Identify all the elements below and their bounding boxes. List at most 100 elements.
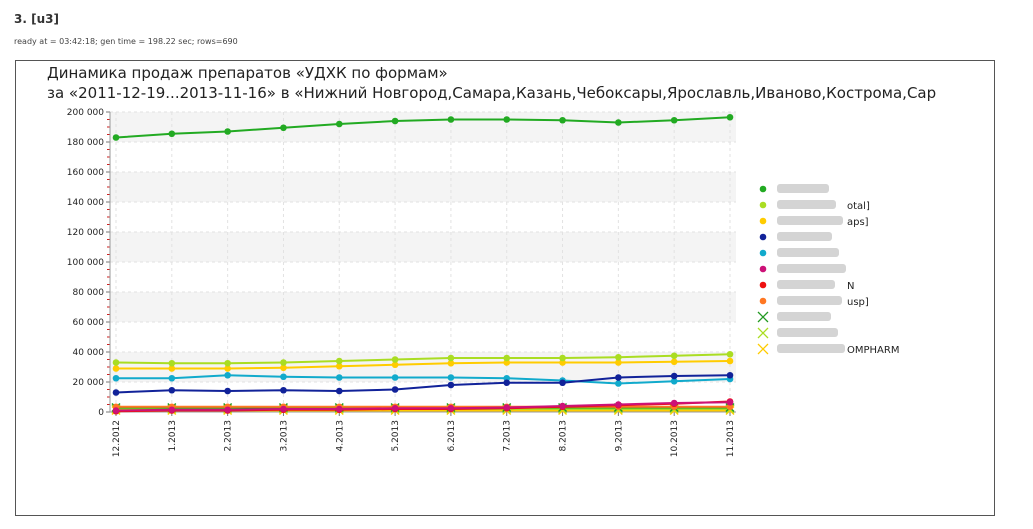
legend-marker [759, 217, 767, 225]
data-point [726, 350, 734, 358]
y-tick-label: 200 000 [67, 108, 104, 118]
x-tick-label: 12.2012 [112, 420, 122, 457]
x-tick-label: 7.2013 [503, 420, 513, 452]
x-tick-label: 4.2013 [335, 420, 345, 452]
y-tick-label: 0 [98, 408, 104, 418]
x-tick-label: 9.2013 [614, 420, 624, 452]
report-status: ready at = 03:42:18; gen time = 198.22 s… [14, 37, 238, 46]
series [112, 113, 734, 141]
x-tick-label: 6.2013 [447, 420, 457, 452]
data-point [224, 371, 231, 379]
plot-grid [110, 111, 736, 413]
data-point [670, 377, 678, 385]
legend-marker [759, 249, 767, 257]
data-point [168, 406, 176, 414]
data-point [670, 399, 678, 407]
series [112, 350, 734, 367]
legend-label-redacted [777, 328, 838, 337]
legend-label-redacted [777, 296, 842, 305]
y-tick-label: 80 000 [73, 288, 105, 298]
legend-label: otal] [847, 201, 870, 212]
legend-label-redacted [777, 264, 846, 273]
data-point [447, 116, 455, 123]
data-point [280, 373, 287, 381]
series-line [116, 360, 731, 370]
legend-marker [757, 327, 769, 339]
x-tick-label: 8.2013 [559, 420, 569, 452]
data-point [280, 124, 287, 132]
legend-label-redacted [777, 184, 829, 193]
plot-band [110, 112, 736, 142]
data-point [112, 374, 120, 382]
data-point [335, 362, 343, 370]
data-point [559, 379, 566, 387]
y-tick-label: 60 000 [73, 318, 105, 328]
y-tick-label: 140 000 [67, 198, 104, 208]
data-point [224, 128, 231, 135]
data-point [615, 380, 622, 387]
data-point [391, 404, 399, 412]
series-line [115, 374, 731, 394]
chart-panel: Динамика продаж препаратов «УДХК по форм… [15, 60, 995, 516]
y-tick-label: 180 000 [67, 138, 104, 148]
series [112, 371, 734, 396]
data-point [335, 357, 343, 365]
legend-label-redacted [777, 280, 835, 289]
series-line [115, 401, 731, 412]
plot-band [110, 232, 736, 262]
data-point [168, 130, 176, 138]
legend-label-redacted [777, 312, 831, 321]
data-point [447, 404, 455, 412]
data-point [503, 354, 511, 362]
data-point [391, 374, 399, 381]
y-tick-label: 40 000 [73, 348, 105, 358]
y-tick-label: 160 000 [67, 168, 104, 178]
data-point [280, 386, 287, 394]
plot-axes: 0 20 000 40 000 60 000 80 000 100 000 120 000 1… [67, 108, 736, 457]
data-point [615, 119, 622, 126]
x-tick-label: 2.2013 [224, 420, 234, 452]
legend-label: usp] [847, 297, 869, 308]
x-tick-label: 3.2013 [279, 420, 289, 452]
data-point [615, 359, 622, 366]
data-point [391, 361, 399, 369]
data-point [112, 407, 120, 414]
legend-marker [759, 281, 767, 289]
y-tick-label: 100 000 [67, 258, 104, 268]
report-heading: 3. [u3] [14, 12, 59, 26]
data-point [559, 354, 566, 362]
x-tick-label: 11.2013 [726, 420, 736, 457]
data-point [503, 116, 511, 123]
data-point [503, 379, 511, 387]
legend-marker [759, 201, 767, 209]
data-point [112, 365, 120, 372]
legend-label-redacted [777, 248, 839, 257]
data-point [224, 387, 231, 395]
data-point [391, 356, 399, 363]
plot-series [111, 113, 735, 416]
plot-band [110, 292, 736, 322]
data-point [447, 359, 455, 367]
data-point [335, 120, 343, 128]
data-point [670, 358, 678, 366]
series [112, 398, 734, 414]
data-point [503, 404, 511, 411]
data-point [559, 402, 566, 410]
data-point [670, 372, 678, 380]
data-point [726, 371, 734, 379]
data-point [447, 374, 455, 381]
data-point [726, 398, 734, 406]
data-point [168, 386, 176, 394]
data-point [615, 353, 622, 361]
legend-marker [757, 343, 769, 355]
chart-title: Динамика продаж препаратов «УДХК по форм… [47, 64, 448, 82]
data-point [168, 374, 176, 382]
series-line [115, 116, 731, 139]
legend-label-redacted [777, 344, 845, 353]
data-point [224, 359, 231, 367]
series-line [116, 374, 731, 385]
series [112, 371, 734, 387]
legend-marker [759, 233, 767, 241]
legend-label-redacted [777, 216, 843, 225]
